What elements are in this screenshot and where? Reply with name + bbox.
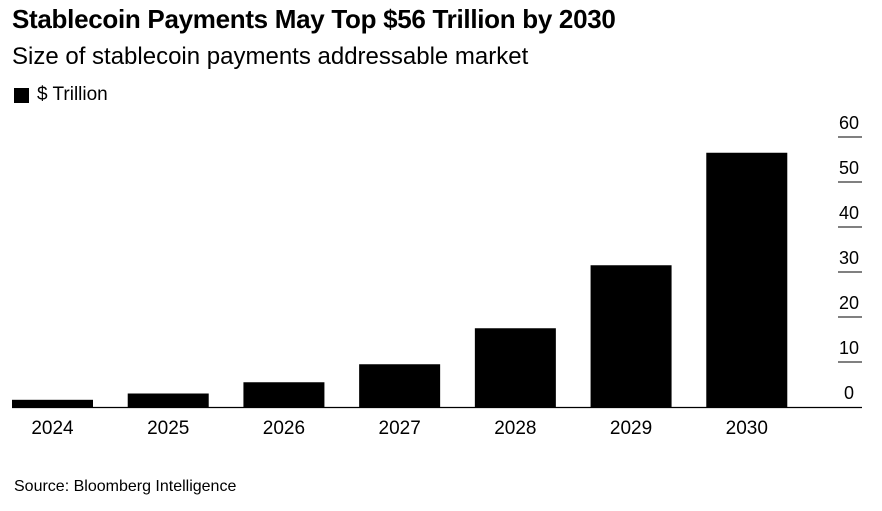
bar-2029 [590, 265, 672, 407]
y-tick-label: 0 [844, 383, 854, 403]
y-tick-label: 50 [839, 158, 859, 178]
bar-2025 [127, 393, 209, 407]
x-tick-labels: 2024 2025 2026 2027 2028 2029 2030 [31, 418, 768, 439]
bar-2024 [12, 399, 93, 407]
legend-swatch [14, 87, 29, 103]
y-tick-label: 40 [839, 203, 859, 223]
bar-2030 [706, 152, 788, 407]
bar-2026 [243, 382, 325, 407]
y-tick-label: 30 [839, 248, 859, 268]
chart-subtitle: Size of stablecoin payments addressable … [12, 43, 529, 70]
source-note: Source: Bloomberg Intelligence [14, 478, 237, 495]
bar-2027 [359, 364, 441, 407]
x-tick-label: 2026 [263, 418, 305, 439]
grid-lines [12, 136, 862, 409]
y-tick-labels: 0 10 20 30 40 50 60 [839, 113, 859, 403]
x-tick-label: 2030 [726, 418, 768, 439]
x-tick-label: 2025 [147, 418, 189, 439]
x-tick-label: 2029 [610, 418, 652, 439]
x-tick-label: 2027 [379, 418, 421, 439]
x-tick-label: 2028 [494, 418, 536, 439]
x-tick-label: 2024 [31, 418, 74, 439]
legend: $ Trillion [14, 84, 108, 106]
chart-title: Stablecoin Payments May Top $56 Trillion… [12, 4, 616, 34]
y-tick-label: 10 [839, 338, 859, 358]
y-tick-label: 20 [839, 293, 859, 313]
legend-label: $ Trillion [37, 84, 108, 105]
bars [12, 152, 788, 407]
y-tick-label: 60 [839, 113, 859, 133]
bar-2028 [474, 328, 556, 407]
